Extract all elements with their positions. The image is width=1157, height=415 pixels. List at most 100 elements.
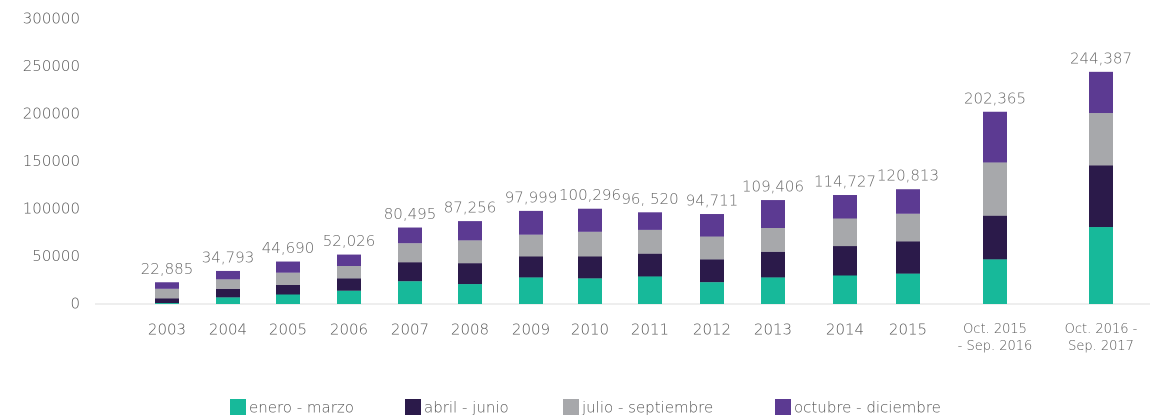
bar-segment <box>833 275 857 304</box>
bar-segment <box>519 256 543 278</box>
bar-segment <box>700 214 724 237</box>
bar-segment <box>519 277 543 304</box>
bar-segment <box>761 228 785 252</box>
bar-segment <box>896 241 920 274</box>
total-label: 97,999 <box>505 188 558 206</box>
y-tick-label: 200000 <box>23 105 80 123</box>
bar-segment <box>519 210 543 235</box>
bar-segment <box>700 236 724 260</box>
bar-segment <box>155 288 179 299</box>
bar-segment <box>337 254 361 266</box>
x-tick-label: 2011 <box>631 321 669 339</box>
x-tick-label: 2006 <box>330 321 368 339</box>
x-tick-label: 2009 <box>512 321 550 339</box>
x-tick-label: 2014 <box>826 321 864 339</box>
y-tick-label: 0 <box>70 295 80 313</box>
y-tick-label: 100000 <box>23 200 80 218</box>
bar-segment <box>983 162 1007 216</box>
x-tick-label: Oct. 2016 -Sep. 2017 <box>1065 322 1138 354</box>
x-tick-label: 2007 <box>391 321 429 339</box>
x-tick-label: 2012 <box>693 321 731 339</box>
bar-segment <box>700 282 724 304</box>
bar-segment <box>761 200 785 228</box>
legend-label: octubre - diciembre <box>794 399 941 415</box>
legend-label: julio - septiembre <box>581 399 713 415</box>
legend-swatch <box>563 399 579 415</box>
total-label: 100,296 <box>559 186 621 204</box>
bar-segment <box>578 231 602 257</box>
bar-segment <box>216 297 240 304</box>
total-label: 202,365 <box>964 89 1026 107</box>
bar-segment <box>983 111 1007 163</box>
bar-segment <box>216 288 240 298</box>
bar-segment <box>458 240 482 264</box>
total-label: 244,387 <box>1070 49 1132 67</box>
y-tick-label: 250000 <box>23 57 80 75</box>
total-label: 34,793 <box>202 248 255 266</box>
legend-swatch <box>775 399 791 415</box>
bar-segment <box>833 195 857 219</box>
x-tick-label: 2008 <box>451 321 489 339</box>
y-tick-label: 300000 <box>23 10 80 28</box>
bar-segment <box>578 278 602 304</box>
legend-swatch <box>405 399 421 415</box>
bar-segment <box>155 303 179 304</box>
bar-segment <box>216 270 240 280</box>
bar-segment <box>1089 165 1113 228</box>
total-label: 22,885 <box>141 260 194 278</box>
bar-segment <box>458 284 482 304</box>
bar-segment <box>761 251 785 278</box>
x-tick-label: 2005 <box>269 321 307 339</box>
x-tick-label: Oct. 2015- Sep. 2016 <box>958 322 1033 354</box>
bar-segment <box>276 261 300 273</box>
total-label: 94,711 <box>686 192 739 210</box>
x-tick-label: 2013 <box>754 321 792 339</box>
bar-segment <box>1089 71 1113 114</box>
bar-segment <box>896 189 920 214</box>
bar-segment <box>761 277 785 304</box>
bar-segment <box>1089 113 1113 166</box>
bar-segment <box>398 281 422 304</box>
bar-segment <box>578 208 602 232</box>
bar-segment <box>458 221 482 241</box>
y-tick-label: 150000 <box>23 152 80 170</box>
x-tick-label: 2004 <box>209 321 247 339</box>
bar-segment <box>398 243 422 263</box>
bar-segment <box>700 259 724 283</box>
x-tick-label: 2015 <box>889 321 927 339</box>
total-label: 80,495 <box>384 205 437 223</box>
bar-segment <box>337 266 361 279</box>
bar-segment <box>458 263 482 285</box>
bar-segment <box>519 234 543 257</box>
bar-segment <box>337 290 361 304</box>
bar-segment <box>638 212 662 230</box>
bar-segment <box>638 229 662 254</box>
legend-swatch <box>230 399 246 415</box>
bar-segment <box>833 246 857 276</box>
bar-segment <box>896 213 920 242</box>
total-label: 87,256 <box>444 199 497 217</box>
total-label: 120,813 <box>877 167 939 185</box>
total-label: 44,690 <box>262 239 315 257</box>
bar-segment <box>1089 227 1113 304</box>
bar-segment <box>276 294 300 304</box>
total-label: 114,727 <box>814 173 876 191</box>
legend-label: enero - marzo <box>249 399 354 415</box>
bar-segment <box>983 259 1007 304</box>
bar-segment <box>833 218 857 247</box>
bar-segment <box>155 298 179 304</box>
x-tick-label: 2003 <box>148 321 186 339</box>
bar-segment <box>216 279 240 289</box>
legend-label: abril - junio <box>424 399 509 415</box>
total-label: 96, 520 <box>621 190 678 208</box>
bar-segment <box>276 272 300 285</box>
bar-segment <box>155 282 179 289</box>
total-label: 109,406 <box>742 178 804 196</box>
bar-segment <box>276 285 300 295</box>
bar-segment <box>638 253 662 277</box>
bar-segment <box>638 276 662 304</box>
x-tick-label: 2010 <box>571 321 609 339</box>
bar-segment <box>398 227 422 244</box>
y-tick-label: 50000 <box>32 247 80 265</box>
